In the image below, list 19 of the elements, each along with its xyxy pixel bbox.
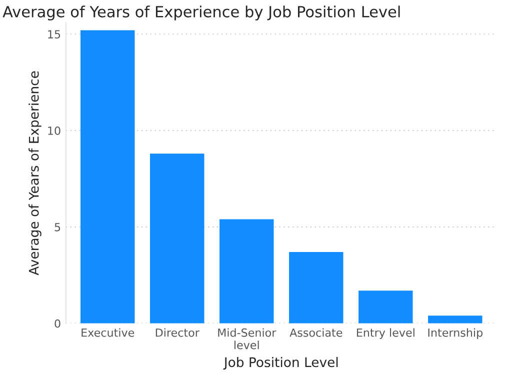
bar bbox=[150, 154, 204, 324]
y-tick-label: 0 bbox=[54, 319, 60, 328]
x-tick-label: Mid-Senior level bbox=[218, 328, 276, 350]
bar bbox=[80, 30, 135, 324]
bar bbox=[220, 219, 274, 324]
x-tick-label: Internship bbox=[428, 328, 482, 339]
x-tick-label: Executive bbox=[82, 328, 134, 337]
chart-title: Average of Years of Experience by Job Position Level bbox=[2, 6, 400, 20]
bar bbox=[358, 290, 413, 324]
bar bbox=[289, 252, 344, 324]
bar bbox=[428, 316, 482, 324]
y-axis-title: Average of Years of Experience bbox=[28, 71, 42, 276]
x-axis-title: Job Position Level bbox=[223, 356, 338, 370]
x-tick-label: Associate bbox=[290, 328, 342, 337]
x-tick-label: Director bbox=[156, 328, 200, 337]
y-tick-label: 15 bbox=[48, 30, 60, 39]
y-tick-label: 5 bbox=[54, 223, 60, 232]
x-tick-label: Entry level bbox=[356, 328, 414, 339]
y-tick-label: 10 bbox=[48, 126, 60, 135]
